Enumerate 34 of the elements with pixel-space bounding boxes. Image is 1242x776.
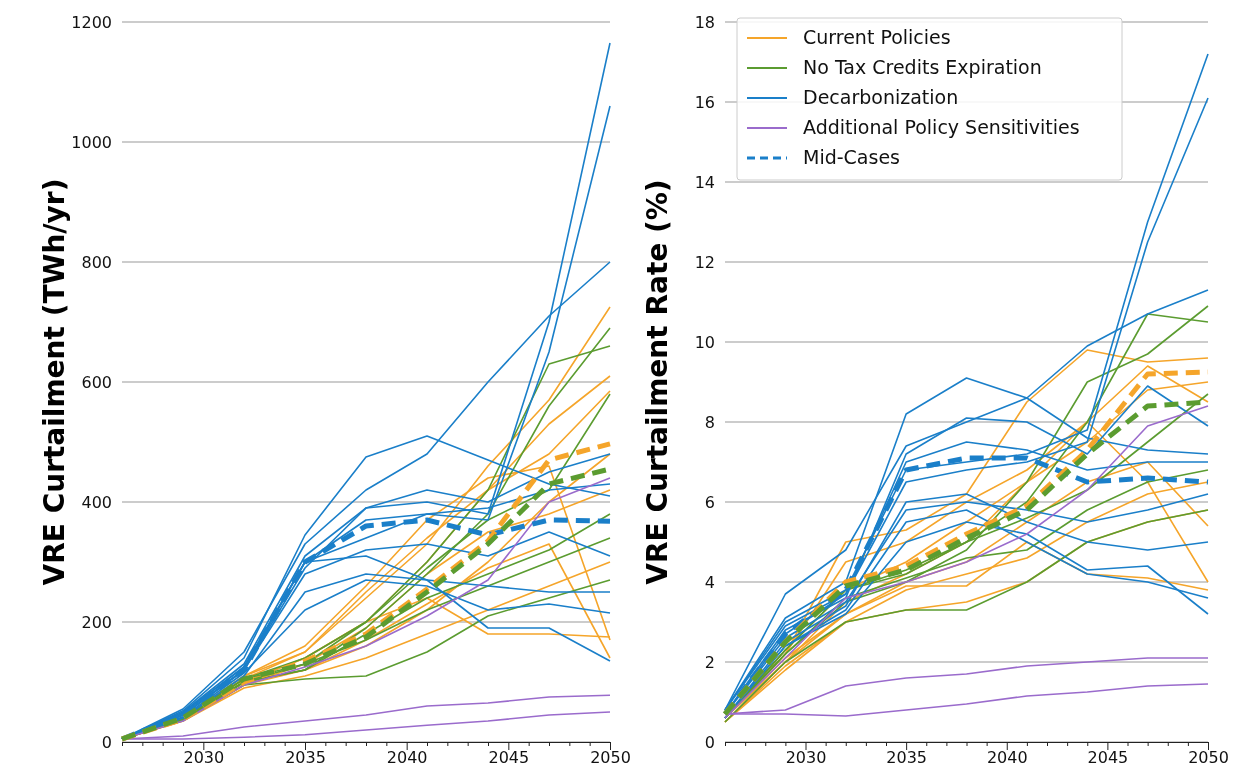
y-tick-label: 6 <box>704 492 715 512</box>
legend-label: Current Policies <box>803 26 951 48</box>
y-tick-label: 18 <box>694 12 715 32</box>
x-tick-label: 2040 <box>986 748 1028 768</box>
x-tick-label: 2035 <box>886 748 927 768</box>
x-tick-label: 2050 <box>590 748 631 768</box>
y-tick-label: 600 <box>81 372 112 392</box>
y-tick-label: 1200 <box>71 12 112 32</box>
legend-label: Additional Policy Sensitivities <box>803 116 1080 138</box>
y-tick-label: 10 <box>694 332 715 352</box>
y-tick-label: 0 <box>101 732 112 752</box>
x-tick-label: 2050 <box>1188 748 1229 768</box>
y-tick-label: 400 <box>81 492 112 512</box>
x-tick-label: 2030 <box>183 748 225 768</box>
x-tick-label: 2040 <box>386 748 428 768</box>
x-tick-label: 2035 <box>285 748 326 768</box>
y-tick-label: 0 <box>704 732 715 752</box>
y-tick-label: 12 <box>694 252 715 272</box>
x-tick-label: 2045 <box>1087 748 1129 768</box>
y-axis-title: VRE Curtailment Rate (%) <box>641 179 674 585</box>
y-tick-label: 1000 <box>71 132 112 152</box>
legend-label: Decarbonization <box>803 86 959 108</box>
legend-label: Mid-Cases <box>803 146 900 168</box>
x-tick-label: 2030 <box>785 748 827 768</box>
y-tick-label: 14 <box>694 172 715 192</box>
y-tick-label: 4 <box>704 572 715 592</box>
y-tick-label: 16 <box>694 92 715 112</box>
x-tick-label: 2045 <box>488 748 530 768</box>
y-tick-label: 2 <box>704 652 715 672</box>
y-tick-label: 200 <box>81 612 112 632</box>
legend-label: No Tax Credits Expiration <box>803 56 1042 78</box>
y-tick-label: 8 <box>704 412 715 432</box>
y-axis-title: VRE Curtailment (TWh/yr) <box>38 178 71 586</box>
y-tick-label: 800 <box>81 252 112 272</box>
